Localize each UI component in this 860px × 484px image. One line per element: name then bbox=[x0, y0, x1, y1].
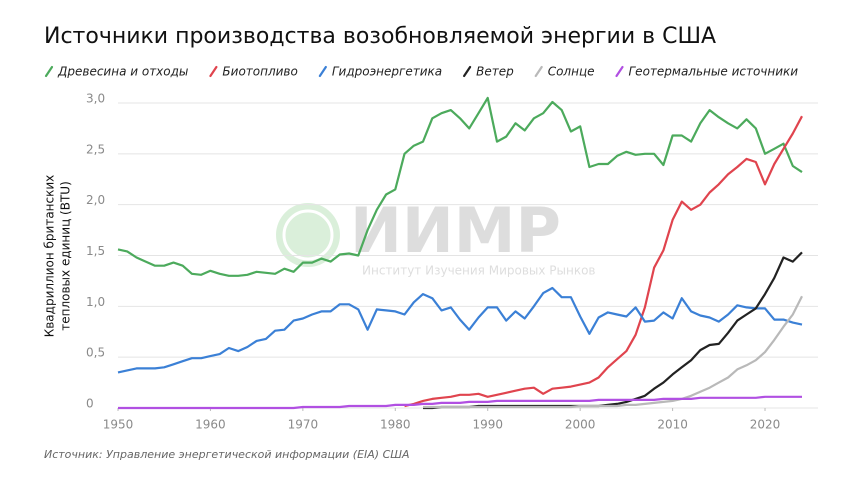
x-tick-label: 2020 bbox=[750, 418, 781, 432]
legend-marker bbox=[534, 65, 543, 78]
watermark-logo-ring bbox=[282, 209, 334, 261]
chart-title: Источники производства возобновляемой эн… bbox=[44, 24, 716, 49]
legend-item: Солнце bbox=[534, 65, 595, 79]
series-line bbox=[117, 286, 803, 374]
x-tick-label: 1980 bbox=[380, 418, 411, 432]
legend-label: Геотермальные источники bbox=[629, 65, 799, 79]
y-tick-label: 2,0 bbox=[86, 193, 105, 207]
y-tick-label: 1,5 bbox=[86, 244, 105, 258]
legend-item: Геотермальные источники bbox=[615, 65, 799, 79]
series-line bbox=[404, 115, 803, 408]
watermark-logo bbox=[276, 203, 340, 267]
watermark-subtitle: Институт Изучения Мировых Рынков bbox=[362, 264, 596, 278]
legend-item: Гидроэнергетика bbox=[318, 65, 442, 79]
series-line bbox=[117, 96, 803, 277]
series-line bbox=[118, 395, 802, 410]
x-tick-label: 1970 bbox=[288, 418, 319, 432]
watermark: ИИМР Институт Изучения Мировых Рынков bbox=[276, 194, 596, 278]
y-axis-label: Квадриллион британских bbox=[43, 175, 57, 338]
series-line bbox=[423, 295, 803, 409]
legend-item: Биотопливо bbox=[209, 65, 298, 79]
y-tick-label: 1,0 bbox=[86, 295, 105, 309]
watermark-title: ИИМР bbox=[350, 194, 561, 267]
source-note: Источник: Управление энергетической инфо… bbox=[44, 448, 410, 461]
x-tick-label: 1950 bbox=[103, 418, 134, 432]
y-tick-label: 3,0 bbox=[86, 92, 105, 106]
y-tick-label: 0,5 bbox=[86, 346, 105, 360]
legend-marker bbox=[318, 65, 327, 78]
legend-label: Биотопливо bbox=[222, 65, 297, 79]
legend-marker bbox=[462, 65, 472, 78]
legend-marker bbox=[209, 65, 218, 78]
y-tick-label: 0 bbox=[86, 397, 94, 411]
x-tick-label: 2010 bbox=[657, 418, 688, 432]
legend-label: Солнце bbox=[548, 65, 595, 79]
legend-label: Древесина и отходы bbox=[57, 65, 188, 79]
x-tick-label: 1960 bbox=[195, 418, 226, 432]
legend-label: Ветер bbox=[476, 65, 514, 79]
y-axis-label: тепловых единиц (BTU) bbox=[59, 181, 73, 331]
x-tick-label: 2000 bbox=[565, 418, 596, 432]
legend-marker bbox=[44, 65, 54, 78]
legend-label: Гидроэнергетика bbox=[332, 65, 442, 79]
legend-item: Ветер bbox=[462, 65, 514, 79]
legend-marker bbox=[615, 65, 624, 78]
y-tick-label: 2,5 bbox=[86, 142, 105, 156]
legend-item: Древесина и отходы bbox=[44, 65, 188, 79]
x-tick-label: 1990 bbox=[472, 418, 503, 432]
